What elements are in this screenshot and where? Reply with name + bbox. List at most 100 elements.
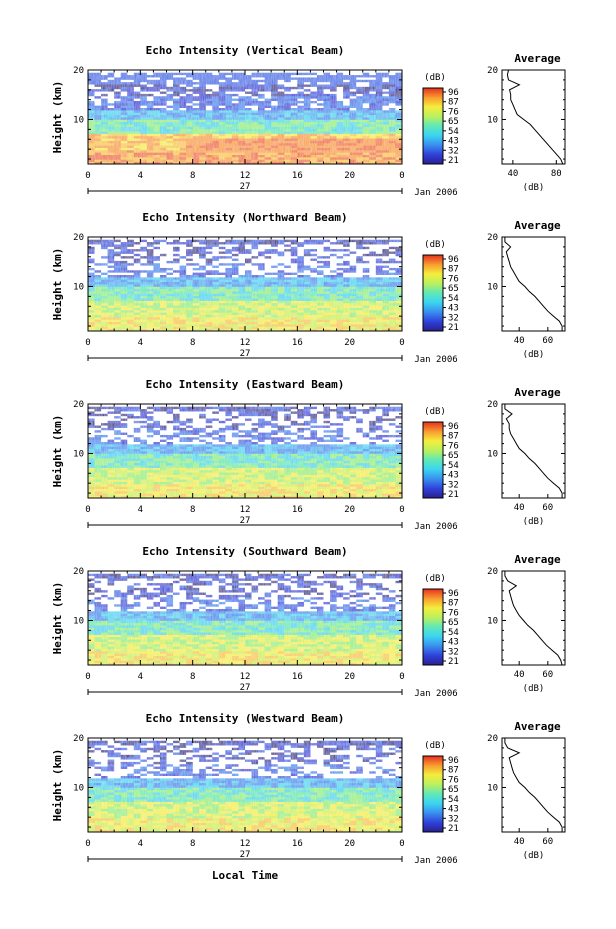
heatmap-cell xyxy=(205,286,213,290)
heatmap-cell xyxy=(362,274,370,278)
heatmap-cell xyxy=(336,114,344,118)
heatmap-cell xyxy=(159,267,167,271)
heatmap-cell xyxy=(231,98,239,101)
heatmap-cell xyxy=(212,467,220,471)
heatmap-cell xyxy=(323,126,331,130)
heatmap-cell xyxy=(356,302,364,306)
colorbar-tick-label: 21 xyxy=(448,323,459,333)
heatmap-cell xyxy=(258,465,266,468)
heatmap-cell xyxy=(199,124,207,127)
heatmap-cell xyxy=(153,77,161,80)
heatmap-cell xyxy=(388,467,396,471)
heatmap-cell xyxy=(382,272,390,275)
heatmap-cell xyxy=(375,140,383,144)
heatmap-cell xyxy=(186,147,194,151)
heatmap-cell xyxy=(88,154,95,158)
heatmap-cell xyxy=(88,70,95,73)
heatmap-cell xyxy=(173,295,180,299)
heatmap-cell xyxy=(225,128,233,132)
heatmap-cell xyxy=(349,138,357,141)
heatmap-cell xyxy=(218,321,226,325)
heatmap-cell xyxy=(205,105,213,108)
heatmap-cell xyxy=(140,316,148,320)
heatmap-cell xyxy=(179,476,187,480)
heatmap-cell xyxy=(231,302,239,306)
heatmap-cell xyxy=(120,321,128,325)
heatmap-cell xyxy=(101,161,109,165)
heatmap-cell xyxy=(179,95,187,99)
heatmap-cell xyxy=(284,91,292,94)
heatmap-cell xyxy=(225,145,233,148)
heatmap-cell xyxy=(140,142,148,146)
heatmap-cell xyxy=(388,490,396,494)
heatmap-cell xyxy=(356,140,364,144)
heatmap-cell xyxy=(297,262,305,266)
heatmap-cell xyxy=(264,465,272,468)
heatmap-cell xyxy=(120,88,128,92)
heatmap-cell xyxy=(238,119,246,123)
heatmap-cell xyxy=(101,251,109,254)
heatmap-cell xyxy=(101,74,109,78)
y-tick-label: 10 xyxy=(73,282,84,292)
heatmap-cell xyxy=(336,152,344,155)
heatmap-cell xyxy=(271,88,279,92)
heatmap-cell xyxy=(343,112,351,116)
heatmap-cell xyxy=(356,481,364,485)
heatmap-cell xyxy=(264,265,272,268)
heatmap-cell xyxy=(212,272,220,275)
heatmap-cell xyxy=(127,237,135,240)
heatmap-cell xyxy=(94,467,102,471)
heatmap-cell xyxy=(205,481,213,485)
heatmap-cell xyxy=(245,262,252,266)
heatmap-cell xyxy=(127,105,135,108)
heatmap-cell xyxy=(205,316,213,320)
heatmap-cell xyxy=(290,260,298,264)
heatmap-cell xyxy=(166,474,174,478)
day-label: 27 xyxy=(240,182,251,192)
heatmap-cell xyxy=(297,138,305,141)
heatmap-cell xyxy=(159,77,167,80)
heatmap-cell xyxy=(140,156,148,160)
heatmap-cell xyxy=(303,262,311,266)
heatmap-cell xyxy=(277,312,285,315)
heatmap-cell xyxy=(369,265,377,268)
heatmap-cell xyxy=(251,260,259,264)
heatmap-cell xyxy=(323,147,331,151)
heatmap-cell xyxy=(297,154,305,158)
heatmap-cell xyxy=(159,237,167,240)
heatmap-cell xyxy=(231,161,239,165)
heatmap-cell xyxy=(88,460,95,464)
heatmap-cell xyxy=(316,251,324,254)
heatmap-cell xyxy=(297,272,305,275)
heatmap-cell xyxy=(179,258,187,261)
heatmap-cell xyxy=(388,302,396,306)
heatmap-cell xyxy=(343,124,351,127)
heatmap-cell xyxy=(231,72,239,76)
heatmap-cell xyxy=(101,237,109,240)
heatmap-cell xyxy=(101,156,109,160)
heatmap-cell xyxy=(192,159,200,163)
heatmap-cell xyxy=(133,269,141,273)
heatmap-cell xyxy=(179,479,187,482)
heatmap-cell xyxy=(349,156,357,160)
heatmap-cell xyxy=(388,91,396,94)
heatmap-cell xyxy=(251,460,259,464)
heatmap-cell xyxy=(231,458,239,461)
heatmap-cell xyxy=(336,493,344,497)
heatmap-cell xyxy=(153,462,161,466)
heatmap-cell xyxy=(218,286,226,290)
heatmap-cell xyxy=(212,251,220,254)
heatmap-cell xyxy=(225,328,233,332)
heatmap-cell xyxy=(192,472,200,475)
heatmap-cell xyxy=(258,95,266,99)
heatmap-cell xyxy=(205,142,213,146)
heatmap-cell xyxy=(127,458,135,461)
heatmap-cell xyxy=(159,453,167,457)
heatmap-cell xyxy=(133,465,141,468)
heatmap-cell xyxy=(205,490,213,494)
heatmap-cell xyxy=(343,490,351,494)
heatmap-cell xyxy=(166,483,174,487)
heatmap-cell xyxy=(133,323,141,327)
heatmap-cell xyxy=(88,258,95,261)
heatmap-cell xyxy=(271,251,279,254)
